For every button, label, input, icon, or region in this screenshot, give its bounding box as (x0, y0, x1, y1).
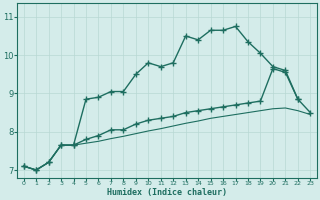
X-axis label: Humidex (Indice chaleur): Humidex (Indice chaleur) (107, 188, 227, 197)
